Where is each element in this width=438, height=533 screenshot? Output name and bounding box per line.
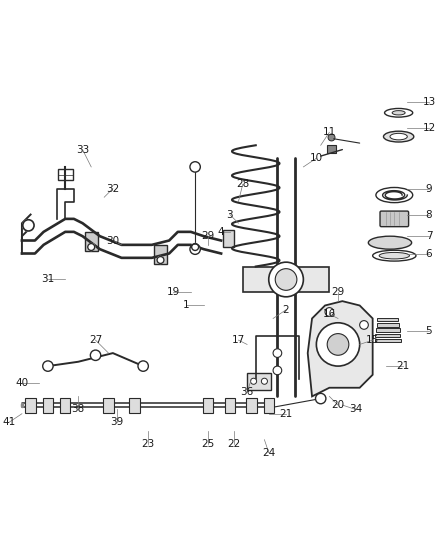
Text: 29: 29 [201, 231, 214, 241]
Text: 12: 12 [421, 123, 434, 133]
Text: 17: 17 [231, 335, 244, 345]
Circle shape [90, 350, 100, 360]
FancyBboxPatch shape [247, 373, 270, 390]
Text: 25: 25 [201, 439, 214, 449]
Ellipse shape [384, 108, 412, 117]
Text: 28: 28 [236, 179, 249, 189]
FancyBboxPatch shape [42, 398, 53, 413]
FancyBboxPatch shape [60, 398, 70, 413]
Circle shape [268, 262, 303, 297]
Circle shape [326, 334, 348, 356]
Text: 32: 32 [106, 183, 119, 193]
Ellipse shape [383, 131, 413, 142]
FancyBboxPatch shape [58, 169, 72, 180]
FancyBboxPatch shape [377, 318, 397, 321]
Text: 34: 34 [348, 405, 361, 414]
FancyBboxPatch shape [224, 398, 234, 413]
Circle shape [316, 323, 359, 366]
Text: 20: 20 [331, 400, 344, 410]
Text: 16: 16 [322, 309, 335, 319]
Text: 15: 15 [365, 335, 378, 345]
Circle shape [190, 161, 200, 172]
FancyBboxPatch shape [246, 398, 256, 413]
Circle shape [23, 220, 34, 231]
Ellipse shape [367, 236, 411, 249]
Text: 21: 21 [396, 361, 409, 371]
Text: 30: 30 [106, 236, 119, 246]
FancyBboxPatch shape [103, 398, 113, 413]
Text: 6: 6 [425, 248, 431, 259]
Circle shape [250, 378, 256, 384]
Text: 22: 22 [227, 439, 240, 449]
FancyBboxPatch shape [375, 328, 399, 332]
Text: 1: 1 [183, 301, 189, 310]
FancyBboxPatch shape [154, 245, 166, 264]
Ellipse shape [378, 253, 409, 259]
Circle shape [324, 308, 333, 316]
Text: 2: 2 [282, 305, 289, 315]
FancyBboxPatch shape [379, 211, 408, 227]
Text: 24: 24 [261, 448, 275, 458]
FancyBboxPatch shape [202, 398, 213, 413]
Text: 39: 39 [110, 417, 124, 427]
Circle shape [42, 361, 53, 372]
Text: 3: 3 [226, 209, 233, 220]
FancyBboxPatch shape [376, 323, 398, 327]
FancyBboxPatch shape [263, 398, 273, 413]
Text: 4: 4 [217, 227, 224, 237]
Text: 41: 41 [2, 417, 15, 427]
Text: 11: 11 [322, 127, 335, 138]
Circle shape [275, 269, 296, 290]
Text: 27: 27 [89, 335, 102, 345]
FancyBboxPatch shape [85, 232, 98, 252]
Circle shape [315, 393, 325, 404]
Circle shape [261, 378, 267, 384]
Circle shape [157, 256, 163, 263]
Ellipse shape [389, 133, 406, 140]
Circle shape [359, 321, 367, 329]
FancyBboxPatch shape [223, 230, 233, 247]
FancyBboxPatch shape [129, 398, 139, 413]
Circle shape [327, 134, 334, 141]
Text: 19: 19 [166, 287, 180, 297]
Circle shape [138, 361, 148, 372]
FancyBboxPatch shape [374, 339, 400, 342]
Circle shape [272, 349, 281, 358]
Ellipse shape [372, 251, 415, 261]
Text: 9: 9 [425, 183, 431, 193]
Circle shape [272, 366, 281, 375]
Text: 38: 38 [71, 405, 85, 414]
Text: 5: 5 [425, 326, 431, 336]
Text: 29: 29 [331, 287, 344, 297]
FancyBboxPatch shape [25, 398, 36, 413]
Text: 7: 7 [425, 231, 431, 241]
Circle shape [190, 244, 200, 254]
FancyBboxPatch shape [242, 266, 328, 293]
Circle shape [191, 244, 198, 251]
FancyBboxPatch shape [374, 334, 399, 337]
Text: 10: 10 [309, 154, 322, 163]
Text: 31: 31 [41, 274, 54, 285]
FancyBboxPatch shape [326, 146, 335, 153]
Text: 33: 33 [76, 144, 89, 155]
Circle shape [88, 244, 95, 251]
Text: 8: 8 [425, 209, 431, 220]
Text: 36: 36 [240, 387, 253, 397]
Text: 23: 23 [141, 439, 154, 449]
Text: 21: 21 [279, 409, 292, 419]
Ellipse shape [391, 111, 404, 115]
Text: 13: 13 [421, 97, 434, 107]
Text: 40: 40 [15, 378, 28, 389]
Polygon shape [307, 301, 372, 397]
